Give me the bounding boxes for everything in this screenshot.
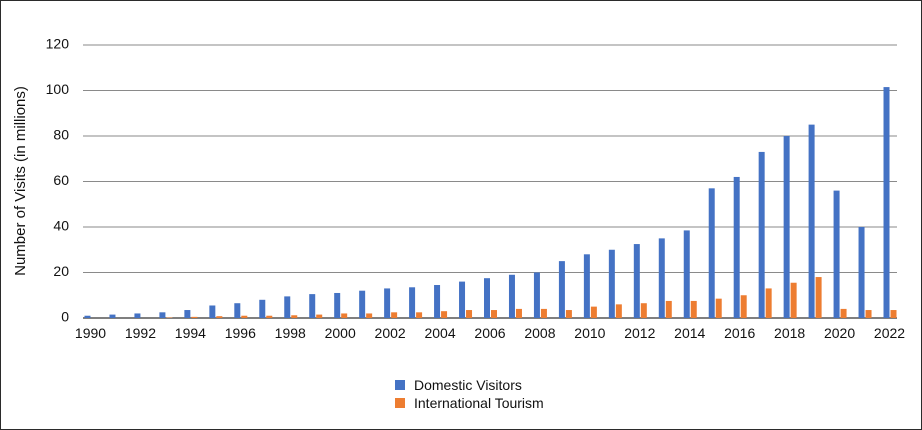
axes: 0 20 40 60 80 100 120 1990 1992 1994 1996 1998 2000 2… xyxy=(46,36,906,341)
y-tick-label: 40 xyxy=(53,218,69,234)
bar-domestic-2017 xyxy=(758,151,765,318)
bar-international-1997 xyxy=(266,315,273,318)
x-tick-label: 1994 xyxy=(175,325,206,341)
x-tick-label: 2002 xyxy=(375,325,406,341)
legend-item-international: International Tourism xyxy=(395,394,544,412)
y-tick-label: 80 xyxy=(53,127,69,143)
bar-international-2002 xyxy=(391,312,398,318)
bar-international-1996 xyxy=(241,315,248,318)
bar-domestic-1997 xyxy=(259,299,266,318)
x-tick-label: 2020 xyxy=(824,325,855,341)
legend-label-domestic: Domestic Visitors xyxy=(414,377,522,393)
y-tick-label: 20 xyxy=(53,263,69,279)
bar-international-2021 xyxy=(865,310,872,318)
bar-international-1995 xyxy=(216,316,223,318)
x-tick-label: 1998 xyxy=(275,325,306,341)
bar-domestic-1995 xyxy=(209,305,216,318)
bar-international-2018 xyxy=(790,282,797,318)
bar-international-1998 xyxy=(291,315,298,318)
x-tick-label: 1990 xyxy=(75,325,106,341)
bar-domestic-2018 xyxy=(783,136,790,318)
bar-international-2013 xyxy=(665,300,672,318)
bar-international-2004 xyxy=(441,311,448,318)
x-tick-label: 2004 xyxy=(424,325,455,341)
x-tick-label: 1996 xyxy=(225,325,256,341)
bar-international-2006 xyxy=(491,310,497,318)
bar-international-2000 xyxy=(341,313,348,318)
bar-domestic-2002 xyxy=(384,288,391,318)
bar-domestic-2005 xyxy=(459,281,466,318)
legend-item-domestic: Domestic Visitors xyxy=(395,376,544,394)
bar-domestic-2009 xyxy=(558,261,565,318)
bar-domestic-2013 xyxy=(658,238,665,318)
bar-domestic-1994 xyxy=(184,310,191,318)
bar-domestic-1998 xyxy=(284,296,291,318)
x-tick-label: 2012 xyxy=(624,325,655,341)
bar-domestic-2000 xyxy=(334,292,341,318)
bar-international-2003 xyxy=(416,312,423,318)
x-tick-label: 1992 xyxy=(125,325,156,341)
bar-domestic-1999 xyxy=(309,294,316,318)
bar-domestic-2008 xyxy=(533,272,540,318)
bar-international-2019 xyxy=(815,277,822,318)
bar-domestic-2006 xyxy=(484,278,490,318)
bar-domestic-2012 xyxy=(633,244,640,318)
bar-domestic-2010 xyxy=(583,254,590,318)
bar-domestic-2015 xyxy=(708,188,715,318)
y-tick-label: 0 xyxy=(61,309,69,325)
bar-domestic-2011 xyxy=(608,249,615,318)
x-tick-label: 2008 xyxy=(524,325,555,341)
bar-international-1999 xyxy=(316,314,323,318)
gridlines xyxy=(83,44,897,319)
bar-international-2017 xyxy=(765,288,772,318)
bar-domestic-2021 xyxy=(858,227,865,318)
y-tick-label: 60 xyxy=(53,172,69,188)
bar-international-2011 xyxy=(615,304,622,318)
x-tick-label: 2022 xyxy=(874,325,905,341)
bars xyxy=(84,87,897,319)
bar-domestic-2014 xyxy=(683,230,690,318)
bar-domestic-1993 xyxy=(159,312,166,318)
bar-domestic-2003 xyxy=(409,287,416,318)
bar-domestic-2004 xyxy=(434,285,441,318)
bar-international-2022 xyxy=(890,310,897,318)
bar-international-2009 xyxy=(565,310,572,318)
bar-domestic-2001 xyxy=(359,290,366,318)
x-tick-label: 2000 xyxy=(325,325,356,341)
bar-domestic-2016 xyxy=(733,176,740,318)
bar-international-2015 xyxy=(715,298,722,318)
bar-domestic-1991 xyxy=(109,314,116,318)
legend-label-international: International Tourism xyxy=(414,395,544,411)
x-tick-label: 2006 xyxy=(474,325,505,341)
bar-domestic-1992 xyxy=(134,313,141,318)
bar-domestic-2019 xyxy=(808,124,815,318)
bar-international-2014 xyxy=(690,300,697,318)
y-tick-label: 100 xyxy=(46,81,70,97)
bar-international-2001 xyxy=(366,313,373,318)
bar-international-2008 xyxy=(540,308,547,318)
bar-international-2012 xyxy=(640,303,647,318)
legend-swatch-domestic xyxy=(395,380,405,390)
bar-international-2010 xyxy=(590,306,597,318)
x-tick-label: 2018 xyxy=(774,325,805,341)
bar-international-2020 xyxy=(840,308,847,318)
y-axis-title: Number of Visits (in millions) xyxy=(12,86,29,276)
bar-domestic-2022 xyxy=(883,87,890,319)
bar-international-1994 xyxy=(191,316,198,318)
legend: Domestic Visitors International Tourism xyxy=(395,376,544,412)
bar-domestic-1990 xyxy=(84,315,91,318)
y-tick-label: 120 xyxy=(46,36,70,52)
bar-international-2005 xyxy=(466,310,473,318)
legend-swatch-international xyxy=(395,398,405,408)
bar-domestic-1996 xyxy=(234,303,241,318)
bar-international-2007 xyxy=(515,308,522,318)
bar-domestic-2007 xyxy=(508,274,515,318)
bar-international-2016 xyxy=(740,295,747,318)
x-tick-label: 2014 xyxy=(674,325,705,341)
bar-domestic-2020 xyxy=(833,190,840,318)
x-tick-label: 2010 xyxy=(574,325,605,341)
x-tick-label: 2016 xyxy=(724,325,755,341)
